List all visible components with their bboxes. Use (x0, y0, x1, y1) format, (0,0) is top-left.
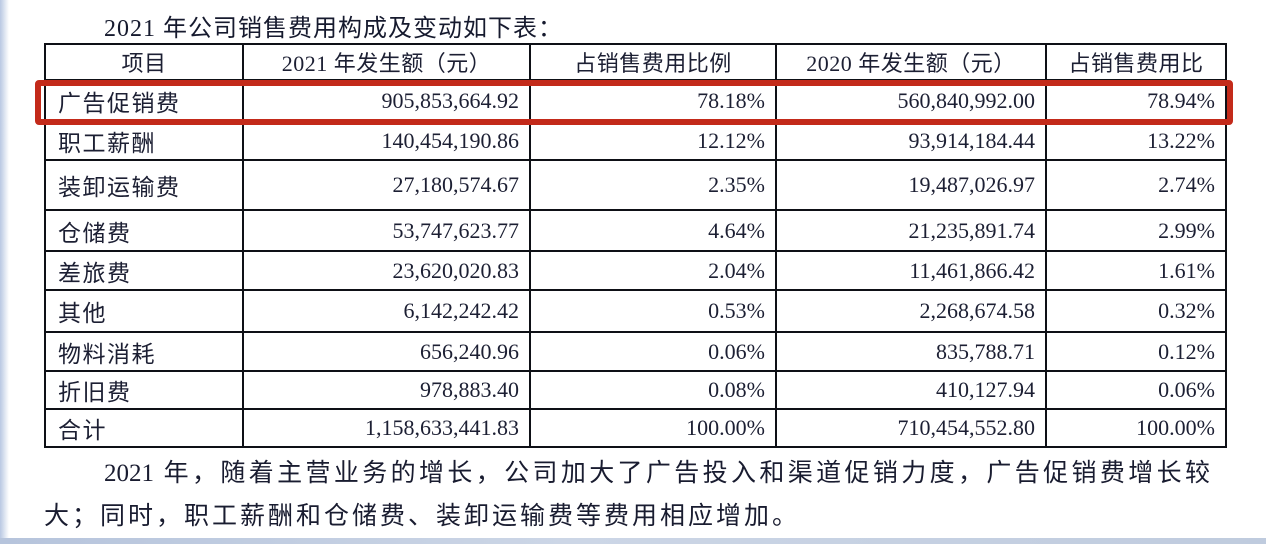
cell-amount-2020: 19,487,026.97 (775, 159, 1047, 211)
cell-amount-2021: 27,180,574.67 (242, 159, 531, 211)
cell-pct-2020: 0.32% (1045, 289, 1227, 333)
cell-amount-2021: 978,883.40 (242, 370, 531, 410)
table-row-travel: 差旅费 23,620,020.83 2.04% 11,461,866.42 1.… (44, 250, 1227, 291)
cell-pct-2020: 2.99% (1045, 209, 1227, 252)
table-row-depreciation: 折旧费 978,883.40 0.08% 410,127.94 0.06% (44, 370, 1227, 410)
cell-amount-2020: 21,235,891.74 (775, 209, 1047, 252)
cell-amount-2021: 656,240.96 (242, 331, 531, 372)
cell-pct-2021: 0.06% (529, 331, 777, 372)
cell-item: 仓储费 (44, 209, 244, 252)
cell-amount-2021: 140,454,190.86 (242, 121, 531, 161)
cell-pct-2020: 100.00% (1045, 408, 1227, 448)
cell-pct-2021: 0.53% (529, 289, 777, 333)
cell-pct-2020: 78.94% (1045, 79, 1227, 123)
cell-pct-2020: 0.12% (1045, 331, 1227, 372)
cell-pct-2021: 4.64% (529, 209, 777, 252)
sales-expense-table: 项目 2021 年发生额（元） 占销售费用比例 2020 年发生额（元） 占销售… (44, 43, 1227, 448)
cell-pct-2021: 100.00% (529, 408, 777, 448)
cell-pct-2021: 2.35% (529, 159, 777, 211)
table-row-ad-promotion: 广告促销费 905,853,664.92 78.18% 560,840,992.… (44, 79, 1227, 123)
cell-pct-2020: 2.74% (1045, 159, 1227, 211)
cell-pct-2021: 2.04% (529, 250, 777, 291)
cell-item: 差旅费 (44, 250, 244, 291)
cell-amount-2020: 560,840,992.00 (775, 79, 1047, 123)
cell-amount-2021: 23,620,020.83 (242, 250, 531, 291)
cell-amount-2020: 710,454,552.80 (775, 408, 1047, 448)
cell-pct-2020: 13.22% (1045, 121, 1227, 161)
cell-amount-2021: 1,158,633,441.83 (242, 408, 531, 448)
cell-amount-2020: 410,127.94 (775, 370, 1047, 410)
footer-paragraph: 2021 年，随着主营业务的增长，公司加大了广告投入和渠道促销力度，广告促销费增… (44, 452, 1210, 538)
footer-paragraph-line-2: 大；同时，职工薪酬和仓储费、装卸运输费等费用相应增加。 (44, 503, 801, 530)
page-left-edge (0, 0, 9, 544)
cell-pct-2021: 0.08% (529, 370, 777, 410)
cell-amount-2020: 11,461,866.42 (775, 250, 1047, 291)
table-header-row: 项目 2021 年发生额（元） 占销售费用比例 2020 年发生额（元） 占销售… (44, 43, 1227, 81)
table-row-salary: 职工薪酬 140,454,190.86 12.12% 93,914,184.44… (44, 121, 1227, 161)
column-header-pct-2020: 占销售费用比 (1045, 43, 1227, 81)
table-row-loading-transport: 装卸运输费 27,180,574.67 2.35% 19,487,026.97 … (44, 159, 1227, 211)
cell-item: 物料消耗 (44, 331, 244, 372)
cell-pct-2020: 0.06% (1045, 370, 1227, 410)
footer-paragraph-line-1: 2021 年，随着主营业务的增长，公司加大了广告投入和渠道促销力度，广告促销费增… (104, 460, 1210, 487)
cell-amount-2020: 2,268,674.58 (775, 289, 1047, 333)
cell-pct-2021: 78.18% (529, 79, 777, 123)
table-row-other: 其他 6,142,242.42 0.53% 2,268,674.58 0.32% (44, 289, 1227, 333)
cell-item: 装卸运输费 (44, 159, 244, 211)
document-title: 2021 年公司销售费用构成及变动如下表： (104, 16, 563, 42)
column-header-pct-2021: 占销售费用比例 (529, 43, 777, 81)
cell-pct-2021: 12.12% (529, 121, 777, 161)
cell-amount-2021: 905,853,664.92 (242, 79, 531, 123)
cell-amount-2020: 93,914,184.44 (775, 121, 1047, 161)
table-row-total: 合计 1,158,633,441.83 100.00% 710,454,552.… (44, 408, 1227, 448)
cell-item: 广告促销费 (44, 79, 244, 123)
table-row-material-consumption: 物料消耗 656,240.96 0.06% 835,788.71 0.12% (44, 331, 1227, 372)
cell-amount-2021: 6,142,242.42 (242, 289, 531, 333)
cell-item: 合计 (44, 408, 244, 448)
table-row-warehousing: 仓储费 53,747,623.77 4.64% 21,235,891.74 2.… (44, 209, 1227, 252)
cell-amount-2021: 53,747,623.77 (242, 209, 531, 252)
cell-item: 折旧费 (44, 370, 244, 410)
column-header-amount-2021: 2021 年发生额（元） (242, 43, 531, 81)
cell-amount-2020: 835,788.71 (775, 331, 1047, 372)
page-bottom-edge (0, 538, 1266, 544)
column-header-amount-2020: 2020 年发生额（元） (775, 43, 1047, 81)
cell-pct-2020: 1.61% (1045, 250, 1227, 291)
cell-item: 其他 (44, 289, 244, 333)
column-header-item: 项目 (44, 43, 244, 81)
cell-item: 职工薪酬 (44, 121, 244, 161)
